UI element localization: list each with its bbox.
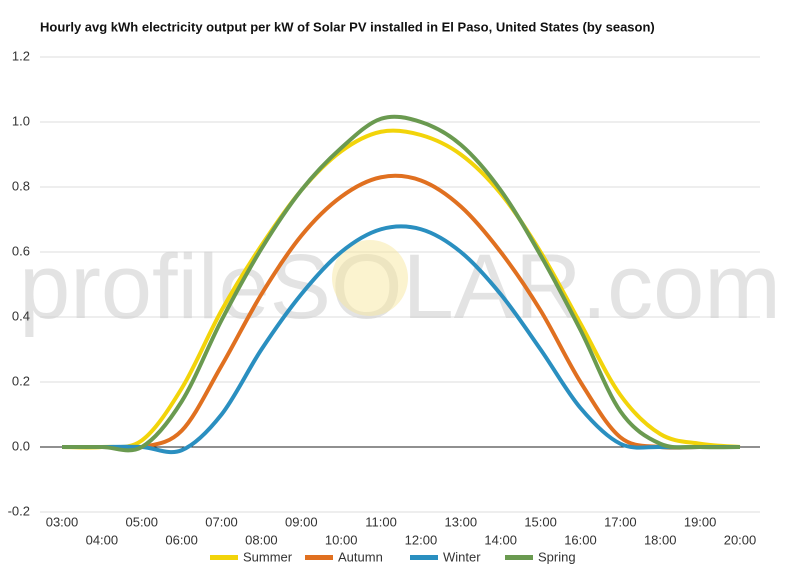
x-tick-label: 05:00 xyxy=(125,514,158,529)
x-tick-label: 07:00 xyxy=(205,514,238,529)
x-tick-label: 08:00 xyxy=(245,532,278,547)
legend-label: Winter xyxy=(443,549,481,564)
y-tick-label: 0.6 xyxy=(12,243,30,258)
x-tick-label: 15:00 xyxy=(524,514,557,529)
x-tick-label: 14:00 xyxy=(484,532,517,547)
legend-swatch xyxy=(210,555,238,560)
series-line xyxy=(61,128,741,450)
y-tick-label: 0.8 xyxy=(12,178,30,193)
series-line xyxy=(62,114,741,453)
legend-swatch xyxy=(410,555,438,560)
x-tick-label: 06:00 xyxy=(165,532,198,547)
y-tick-label: 1.0 xyxy=(12,113,30,128)
x-tick-label: 19:00 xyxy=(684,514,717,529)
y-tick-label: 0.0 xyxy=(12,438,30,453)
x-tick-label: 18:00 xyxy=(644,532,677,547)
y-tick-label: -0.2 xyxy=(8,503,30,518)
series-line xyxy=(62,173,740,451)
y-tick-label: 1.2 xyxy=(12,48,30,63)
x-tick-label: 09:00 xyxy=(285,514,318,529)
x-tick-label: 12:00 xyxy=(405,532,438,547)
series-line xyxy=(62,224,740,455)
x-tick-label: 20:00 xyxy=(724,532,757,547)
x-tick-label: 03:00 xyxy=(46,514,79,529)
x-tick-label: 11:00 xyxy=(365,514,397,529)
legend-swatch xyxy=(305,555,333,560)
chart-title: Hourly avg kWh electricity output per kW… xyxy=(40,19,655,34)
x-tick-label: 16:00 xyxy=(564,532,597,547)
x-tick-label: 13:00 xyxy=(445,514,478,529)
y-tick-label: 0.4 xyxy=(12,308,30,323)
legend-label: Spring xyxy=(538,549,576,564)
y-tick-label: 0.2 xyxy=(12,373,30,388)
x-tick-label: 17:00 xyxy=(604,514,637,529)
legend-swatch xyxy=(505,555,533,560)
legend-label: Summer xyxy=(243,549,293,564)
watermark-sun xyxy=(332,240,408,316)
x-tick-label: 04:00 xyxy=(86,532,119,547)
x-tick-label: 10:00 xyxy=(325,532,358,547)
grid xyxy=(40,56,760,513)
legend-label: Autumn xyxy=(338,549,383,564)
